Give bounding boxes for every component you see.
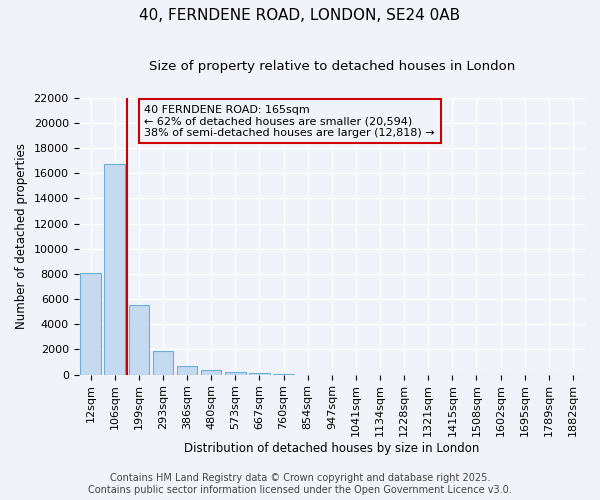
Y-axis label: Number of detached properties: Number of detached properties — [15, 143, 28, 329]
Text: 40 FERNDENE ROAD: 165sqm
← 62% of detached houses are smaller (20,594)
38% of se: 40 FERNDENE ROAD: 165sqm ← 62% of detach… — [145, 104, 435, 138]
Bar — [104, 164, 125, 374]
Text: 40, FERNDENE ROAD, LONDON, SE24 0AB: 40, FERNDENE ROAD, LONDON, SE24 0AB — [139, 8, 461, 22]
Bar — [225, 372, 245, 374]
Bar — [177, 366, 197, 374]
Title: Size of property relative to detached houses in London: Size of property relative to detached ho… — [149, 60, 515, 73]
Bar — [80, 272, 101, 374]
Bar — [201, 370, 221, 374]
Bar — [152, 350, 173, 374]
X-axis label: Distribution of detached houses by size in London: Distribution of detached houses by size … — [184, 442, 479, 455]
Text: Contains HM Land Registry data © Crown copyright and database right 2025.
Contai: Contains HM Land Registry data © Crown c… — [88, 474, 512, 495]
Bar — [128, 306, 149, 374]
